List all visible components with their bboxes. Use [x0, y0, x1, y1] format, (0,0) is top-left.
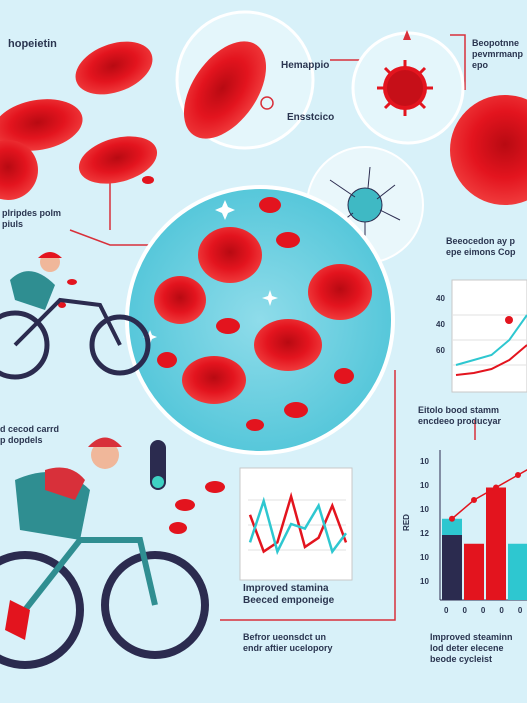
label-enzymes: Ensstcico — [287, 112, 335, 123]
chart-series-line — [455, 344, 527, 376]
trend-point — [449, 515, 455, 522]
trend-point — [471, 497, 477, 503]
label-left-mid: plripdes polm piuls — [2, 208, 62, 229]
top-right-line-chart — [451, 279, 527, 393]
top-right-ticks: 40 40 60 — [436, 294, 445, 355]
blood-cell — [78, 136, 158, 184]
epo-molecule — [377, 60, 433, 116]
blood-cell — [58, 302, 66, 308]
label-improved-right: Improved steaminn lod deter elecene beod… — [430, 632, 513, 664]
chart-series-line — [455, 314, 527, 366]
blood-cell — [450, 95, 527, 205]
cyclist-bottom — [0, 437, 209, 669]
sparkles — [143, 200, 278, 344]
blood-cell — [0, 140, 38, 200]
label-top-left: hopeietin — [8, 38, 57, 50]
bar-chart — [439, 450, 527, 601]
label-improved-center: Improved stamina Beeced emponeige — [243, 583, 335, 606]
gauge-icon — [150, 440, 166, 490]
label-right-mid: Beeocedon ay p epe eimons Cop — [446, 236, 516, 257]
bar — [486, 487, 506, 600]
label-right-lower: Eitolo bood stamm encdeeo producyar — [418, 405, 502, 426]
center-line-chart — [239, 467, 353, 581]
blood-cell — [67, 279, 77, 285]
bar-y-ticks: 10 10 10 12 10 10 — [420, 457, 429, 586]
label-hemoglobin: Hemappio — [281, 60, 330, 71]
blood-cell — [142, 176, 154, 184]
bar-ylabel: RED — [401, 514, 411, 531]
bar-x-ticks: 0 0 0 0 0 — [444, 606, 523, 615]
chart-series-line — [248, 491, 348, 554]
bar — [464, 543, 484, 600]
cyclist-top — [0, 252, 151, 380]
label-top-right: Beopotnne pevmrmanp epo — [472, 38, 524, 70]
trend-point — [515, 472, 521, 478]
blood-cell — [75, 41, 153, 95]
blood-cell — [183, 41, 267, 139]
bar-stack — [442, 535, 462, 600]
pool-cells — [154, 197, 372, 431]
chart-series-line — [248, 496, 348, 556]
label-before-after: Befror ueonsdct un endr aftier ucelopory — [243, 632, 333, 653]
blood-cell — [0, 99, 83, 151]
label-left-lower: d cecod carrd p dopdels — [0, 424, 60, 445]
trend-point — [493, 484, 499, 491]
bar — [508, 543, 527, 600]
